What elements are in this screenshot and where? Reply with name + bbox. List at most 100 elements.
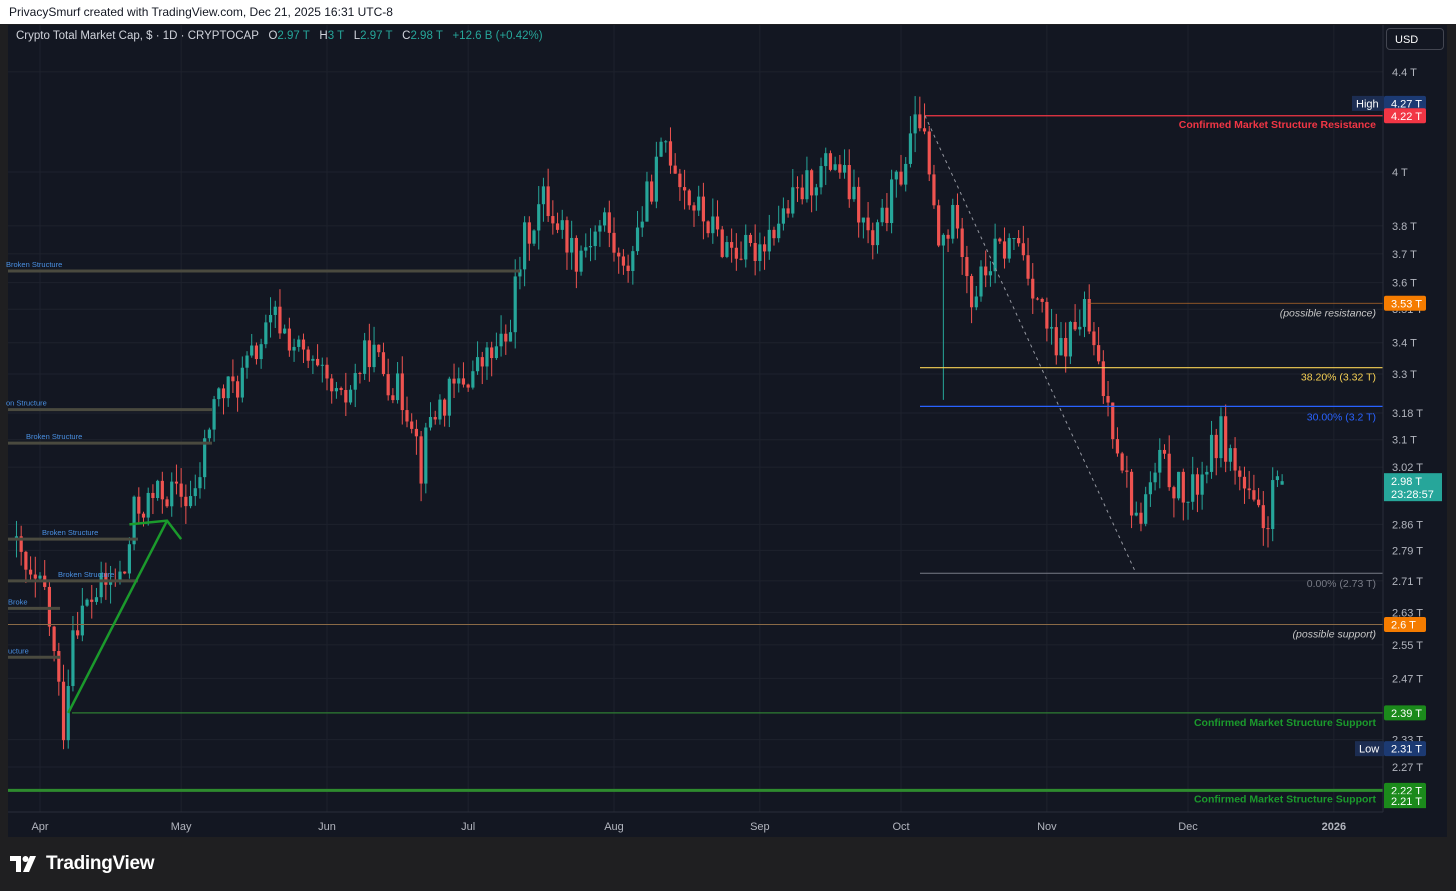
candle-body xyxy=(673,165,677,174)
y-tick-label: 2.79 T xyxy=(1392,545,1423,557)
candle-body xyxy=(1134,512,1138,516)
broken-structure-label: ucture xyxy=(8,646,29,655)
open-label: O xyxy=(268,30,278,42)
x-tick-label: Oct xyxy=(892,821,909,833)
candle-body xyxy=(739,258,743,260)
candle-body xyxy=(810,170,814,196)
candle-body xyxy=(1247,488,1251,491)
candle-body xyxy=(913,114,917,134)
candle-body xyxy=(584,247,588,251)
candle-body xyxy=(1026,255,1030,279)
candle-body xyxy=(268,314,273,323)
candle-body xyxy=(951,204,955,239)
candle-body xyxy=(527,222,531,244)
candle-body xyxy=(852,186,856,200)
candle-body xyxy=(240,367,244,398)
low-tag-bg xyxy=(1384,741,1426,757)
close-value: 2.98 T xyxy=(410,30,443,42)
fib-38-label: 38.20% (3.32 T) xyxy=(1301,372,1376,384)
candle-body xyxy=(1191,474,1195,502)
candle-body xyxy=(838,164,842,173)
candle-body xyxy=(419,436,423,484)
y-tick-label: 4.4 T xyxy=(1392,67,1417,79)
high-value: 3 T xyxy=(327,30,345,42)
candle-body xyxy=(38,575,42,579)
candle-body xyxy=(254,345,259,360)
candle-body xyxy=(475,357,480,372)
support-label: Confirmed Market Structure Support xyxy=(1194,717,1377,729)
candle-body xyxy=(960,228,964,258)
candle-body xyxy=(1158,449,1162,473)
candle-body xyxy=(1195,474,1200,495)
candle-body xyxy=(1115,439,1120,454)
candle-body xyxy=(132,496,136,545)
candle-body xyxy=(659,141,663,157)
candle-body xyxy=(344,389,348,403)
resistance-label: Confirmed Market Structure Resistance xyxy=(1179,119,1376,131)
candle-body xyxy=(315,358,320,366)
candle-body xyxy=(598,225,602,232)
major-support-tag2-bg xyxy=(1384,794,1426,809)
candle-body xyxy=(372,344,376,368)
candle-body xyxy=(546,186,550,217)
candle-body xyxy=(217,388,221,400)
candle-body xyxy=(174,481,179,484)
resistance-tag-bg xyxy=(1384,108,1426,124)
candle-body xyxy=(631,251,635,272)
candle-body xyxy=(358,373,362,375)
candle-body xyxy=(650,181,654,202)
current-price-bg xyxy=(1384,473,1442,502)
high-label: High xyxy=(1356,98,1379,110)
current-price-tag: 2.98 T xyxy=(1391,476,1422,488)
candle-body xyxy=(203,438,207,478)
currency-button[interactable]: USD xyxy=(1386,28,1444,50)
candle-body xyxy=(621,256,626,266)
candle-body xyxy=(777,223,781,239)
candle-body xyxy=(955,204,960,229)
brand-name: TradingView xyxy=(46,853,155,874)
candle-body xyxy=(541,186,546,205)
candle-body xyxy=(664,141,668,143)
candle-body xyxy=(1144,494,1148,524)
candle-body xyxy=(400,373,404,411)
candle-body xyxy=(795,187,800,189)
candle-body xyxy=(1064,337,1068,357)
candle-body xyxy=(273,306,277,315)
candle-body xyxy=(828,153,833,170)
candle-body xyxy=(508,332,513,342)
candle-body xyxy=(99,573,103,598)
candle-body xyxy=(720,229,724,257)
symbol-description[interactable]: Crypto Total Market Cap, $ · 1D · CRYPTO… xyxy=(16,30,259,42)
candle-body xyxy=(85,599,89,606)
candle-body xyxy=(386,374,390,396)
support-tag-bg xyxy=(1384,705,1426,721)
candle-body xyxy=(692,205,696,211)
candle-body xyxy=(781,208,785,224)
low-tag: 2.31 T xyxy=(1391,744,1422,756)
candle-body xyxy=(457,378,461,384)
candle-body xyxy=(231,376,235,382)
support-tag: 2.39 T xyxy=(1391,708,1422,720)
y-tick-label: 3.02 T xyxy=(1392,462,1423,474)
candle-body xyxy=(654,156,658,202)
candle-body xyxy=(974,296,978,308)
x-tick-label: Apr xyxy=(31,821,48,833)
candle-body xyxy=(1012,238,1016,240)
candle-body xyxy=(786,208,790,214)
candle-body xyxy=(108,580,113,585)
candle-body xyxy=(156,480,160,499)
possible-resistance-tag-bg xyxy=(1384,295,1426,311)
candle-body xyxy=(264,322,268,345)
candle-body xyxy=(682,187,687,191)
candle-body xyxy=(494,346,498,359)
y-tick-label: 3.6 T xyxy=(1392,278,1417,290)
chart-legend: Crypto Total Market Cap, $ · 1D · CRYPTO… xyxy=(16,30,543,42)
candle-body xyxy=(33,574,37,579)
candle-body xyxy=(1021,243,1025,256)
low-label-bg xyxy=(1355,741,1384,757)
candle-body xyxy=(1073,321,1077,330)
candle-body xyxy=(1082,298,1087,327)
resistance-tag: 4.22 T xyxy=(1391,111,1422,123)
candle-body xyxy=(645,181,649,222)
